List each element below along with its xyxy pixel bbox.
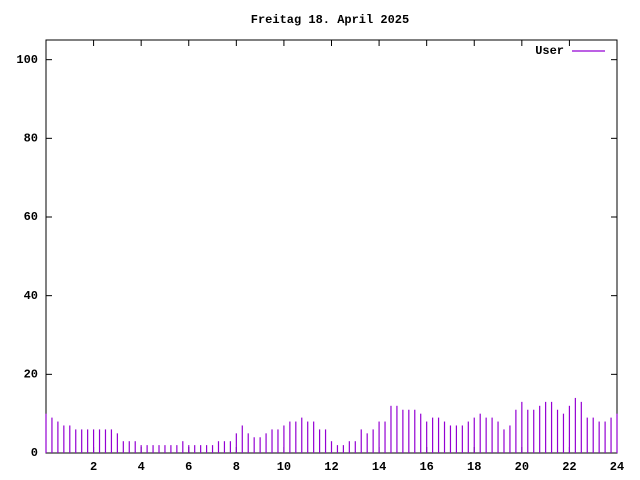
x-tick-label: 22	[562, 460, 576, 474]
x-tick-label: 8	[233, 460, 240, 474]
plot-frame	[45, 39, 618, 454]
x-tick-label: 2	[90, 460, 97, 474]
y-tick-label: 20	[24, 368, 38, 382]
y-tick-label: 0	[31, 446, 38, 460]
x-tick-label: 24	[610, 460, 624, 474]
x-tick-label: 10	[277, 460, 291, 474]
y-tick-label: 40	[24, 289, 38, 303]
x-tick-label: 12	[324, 460, 338, 474]
x-tick-label: 20	[515, 460, 529, 474]
y-tick-label: 60	[24, 210, 38, 224]
x-tick-label: 6	[185, 460, 192, 474]
x-tick-label: 18	[467, 460, 481, 474]
y-tick-label: 100	[16, 53, 38, 67]
x-tick-label: 4	[138, 460, 145, 474]
x-tick-label: 14	[372, 460, 386, 474]
legend-label: User	[535, 44, 564, 58]
y-tick-label: 80	[24, 132, 38, 146]
x-tick-label: 16	[419, 460, 433, 474]
chart-title: Freitag 18. April 2025	[251, 13, 409, 27]
